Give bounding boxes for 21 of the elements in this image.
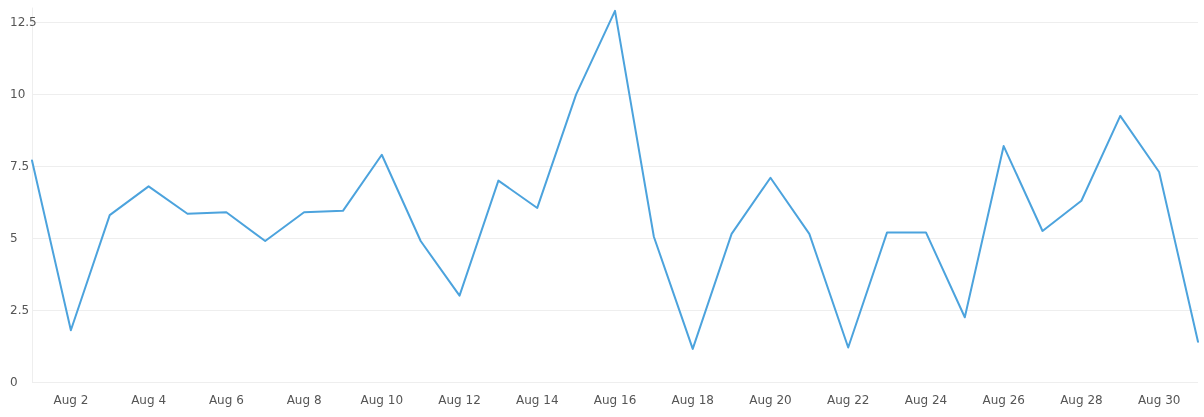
x-tick-label: Aug 26 [982,393,1025,407]
x-tick-label: Aug 2 [53,393,89,407]
x-tick-label: Aug 8 [286,393,322,407]
x-tick-label: Aug 16 [593,393,637,407]
x-tick-label: Aug 22 [826,393,870,407]
y-tick-label: 10 [10,87,26,102]
x-tick-label: Aug 24 [904,393,948,407]
x-tick-label: Aug 12 [438,393,481,407]
y-tick-label: 2.5 [10,303,30,318]
x-tick-label: Aug 6 [208,393,244,407]
x-tick-label: Aug 20 [749,393,792,407]
x-tick-label: Aug 14 [516,393,559,407]
x-tick-label: Aug 4 [131,393,167,407]
y-tick-label: 12.5 [10,15,37,30]
x-tick-label: Aug 28 [1060,393,1103,407]
y-tick-label: 7.5 [10,159,30,174]
y-tick-label: 0 [10,375,18,389]
y-tick-label: 5 [10,231,18,246]
x-tick-label: Aug 30 [1137,393,1181,407]
x-tick-label: Aug 18 [671,393,714,407]
x-tick-label: Aug 10 [360,393,404,407]
